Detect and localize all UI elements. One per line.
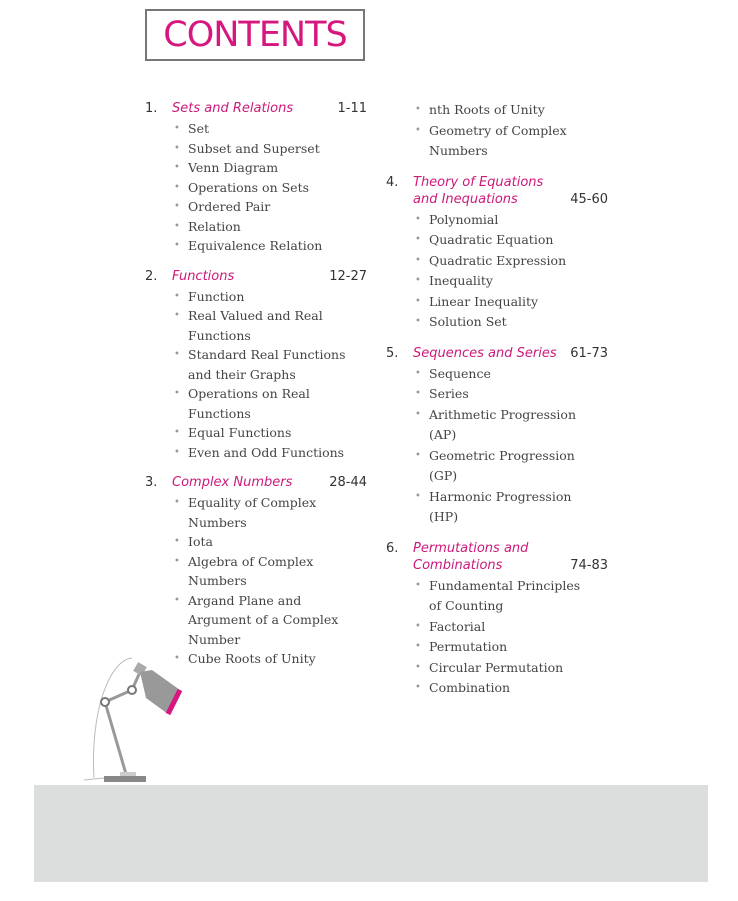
topic-item: Equality of Complex Numbers	[174, 493, 353, 532]
topic-list: Equality of Complex NumbersIotaAlgebra o…	[145, 493, 367, 669]
topic-item: nth Roots of Unity	[415, 100, 594, 121]
topic-item: Operations on Sets	[174, 178, 353, 198]
topic-list: Fundamental Principles of CountingFactor…	[386, 576, 608, 699]
topic-item: Arithmetic Progression (AP)	[415, 405, 594, 446]
topic-item: Inequality	[415, 271, 594, 292]
section-number: 5.	[386, 345, 399, 361]
desk-lamp-illustration	[83, 657, 183, 782]
toc-section: 4. Theory of Equations and Inequations 45-…	[386, 174, 608, 333]
left-column: 1. Sets and Relations 1-11 SetSubset and Su…	[145, 100, 367, 681]
section-pages: 74-83	[570, 557, 608, 573]
section-title[interactable]: Sequences and Series	[413, 345, 557, 361]
contents-title-box: CONTENTS	[145, 9, 365, 61]
topic-item: Geometric Progression (GP)	[415, 446, 594, 487]
toc-section: 5. Sequences and Series 61-73 SequenceSerie…	[386, 345, 608, 528]
topic-item: Equal Functions	[174, 423, 353, 443]
section-pages: 12-27	[329, 268, 367, 284]
section-heading: 1. Sets and Relations 1-11	[145, 100, 367, 117]
topic-item: Series	[415, 384, 594, 405]
topic-item: Relation	[174, 217, 353, 237]
section-number: 2.	[145, 268, 158, 284]
topic-item: Factorial	[415, 617, 594, 638]
topic-item: Even and Odd Functions	[174, 443, 353, 463]
topic-item: Permutation	[415, 637, 594, 658]
section-title[interactable]: Complex Numbers	[172, 475, 293, 490]
topic-item: Function	[174, 287, 353, 307]
topic-item: Sequence	[415, 364, 594, 385]
topic-list: SequenceSeriesArithmetic Progression (AP…	[386, 364, 608, 528]
topic-list: nth Roots of UnityGeometry of Complex Nu…	[386, 100, 608, 162]
section-title[interactable]: Theory of Equations and Inequations	[413, 174, 544, 207]
section-title[interactable]: Sets and Relations	[172, 101, 294, 116]
section-number: 4.	[386, 174, 399, 190]
topic-item: Ordered Pair	[174, 197, 353, 217]
topic-item: Set	[174, 119, 353, 139]
topic-item: Geometry of Complex Numbers	[415, 121, 594, 162]
topic-list: FunctionReal Valued and Real FunctionsSt…	[145, 287, 367, 463]
section-heading: 3. Complex Numbers 28-44	[145, 474, 367, 491]
toc-section: nth Roots of UnityGeometry of Complex Nu…	[386, 100, 608, 162]
section-number: 3.	[145, 475, 158, 490]
topic-item: Standard Real Functions and their Graphs	[174, 345, 353, 384]
section-title[interactable]: Permutations and Combinations	[413, 540, 529, 573]
section-pages: 28-44	[329, 475, 367, 490]
toc-section: 6. Permutations and Combinations 74-83 Fund…	[386, 540, 608, 699]
topic-item: Algebra of Complex Numbers	[174, 552, 353, 591]
topic-item: Quadratic Expression	[415, 251, 594, 272]
topic-item: Subset and Superset	[174, 139, 353, 159]
topic-item: Solution Set	[415, 312, 594, 333]
section-number: 1.	[145, 101, 158, 116]
toc-section: 1. Sets and Relations 1-11 SetSubset and Su…	[145, 100, 367, 256]
topic-item: Combination	[415, 678, 594, 699]
topic-item: Argand Plane and Argument of a Complex N…	[174, 591, 353, 650]
topic-item: Venn Diagram	[174, 158, 353, 178]
topic-item: Linear Inequality	[415, 292, 594, 313]
footer-band	[34, 785, 708, 882]
topic-list: SetSubset and SupersetVenn DiagramOperat…	[145, 119, 367, 256]
topic-item: Fundamental Principles of Counting	[415, 576, 594, 617]
section-number: 6.	[386, 540, 399, 556]
section-pages: 1-11	[337, 101, 367, 116]
section-heading: 5. Sequences and Series 61-73	[386, 345, 608, 362]
topic-item: Quadratic Equation	[415, 230, 594, 251]
topic-item: Cube Roots of Unity	[174, 649, 353, 669]
topic-item: Harmonic Progression (HP)	[415, 487, 594, 528]
topic-item: Operations on Real Functions	[174, 384, 353, 423]
section-heading: 4. Theory of Equations and Inequations 45-…	[386, 174, 608, 208]
toc-section: 3. Complex Numbers 28-44 Equality of Comple…	[145, 474, 367, 669]
right-column: nth Roots of UnityGeometry of Complex Nu…	[386, 100, 608, 711]
section-title[interactable]: Functions	[172, 268, 235, 284]
contents-title: CONTENTS	[163, 15, 347, 55]
section-pages: 45-60	[570, 191, 608, 207]
section-pages: 61-73	[570, 345, 608, 361]
toc-section: 2. Functions 12-27 FunctionReal Valued and …	[145, 268, 367, 463]
topic-list: PolynomialQuadratic EquationQuadratic Ex…	[386, 210, 608, 333]
section-heading: 6. Permutations and Combinations 74-83	[386, 540, 608, 574]
topic-item: Equivalence Relation	[174, 236, 353, 256]
topic-item: Circular Permutation	[415, 658, 594, 679]
section-heading: 2. Functions 12-27	[145, 268, 367, 285]
topic-item: Polynomial	[415, 210, 594, 231]
topic-item: Iota	[174, 532, 353, 552]
topic-item: Real Valued and Real Functions	[174, 306, 353, 345]
